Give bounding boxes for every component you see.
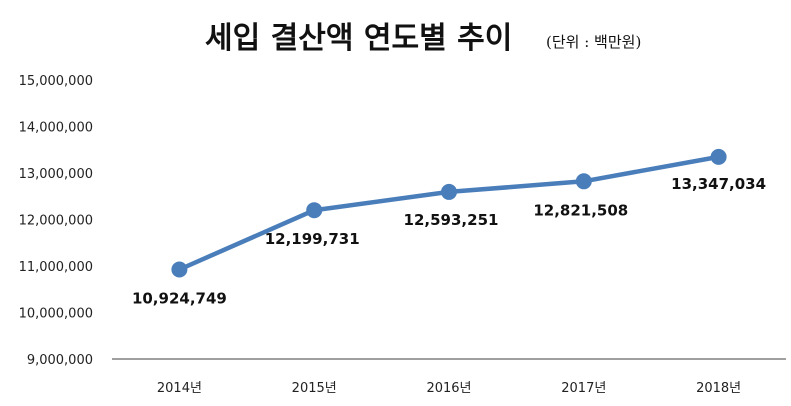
y-axis: 9,000,000 10,000,000 11,000,000 12,000,000 1…: [19, 74, 93, 368]
y-tick-label: 12,000,000: [19, 214, 93, 229]
chart-title: 세입 결산액 연도별 추이: [205, 21, 512, 56]
data-label: 10,924,749: [132, 289, 227, 307]
y-tick-label: 14,000,000: [19, 121, 93, 136]
data-label: 12,593,251: [404, 211, 499, 229]
data-label: 12,199,731: [265, 230, 360, 248]
data-point-2018년: [710, 148, 727, 165]
x-tick-label: 2017년: [561, 381, 606, 396]
data-point-2014년: [171, 261, 188, 278]
x-tick-label: 2016년: [426, 381, 471, 396]
data-point-2016년: [441, 183, 457, 200]
x-tick-label: 2015년: [292, 381, 337, 396]
y-tick-label: 13,000,000: [19, 167, 93, 182]
y-tick-label: 15,000,000: [19, 74, 93, 89]
data-point-2017년: [575, 173, 592, 190]
x-axis: 2014년 2015년 2016년 2017년 2018년: [157, 381, 741, 396]
series-line: [171, 148, 727, 278]
y-tick-label: 10,000,000: [19, 307, 93, 322]
x-tick-label: 2018년: [696, 381, 741, 396]
x-tick-label: 2014년: [157, 381, 202, 396]
chart-unit-subtitle: (단위 : 백만원): [546, 33, 641, 51]
y-tick-label: 9,000,000: [27, 353, 93, 368]
data-label: 12,821,508: [533, 201, 628, 219]
data-label: 13,347,034: [671, 175, 766, 193]
data-point-2015년: [306, 202, 323, 219]
y-tick-label: 11,000,000: [19, 260, 93, 275]
data-labels: 10,924,749 12,199,731 12,593,251 12,821,508…: [132, 175, 766, 308]
